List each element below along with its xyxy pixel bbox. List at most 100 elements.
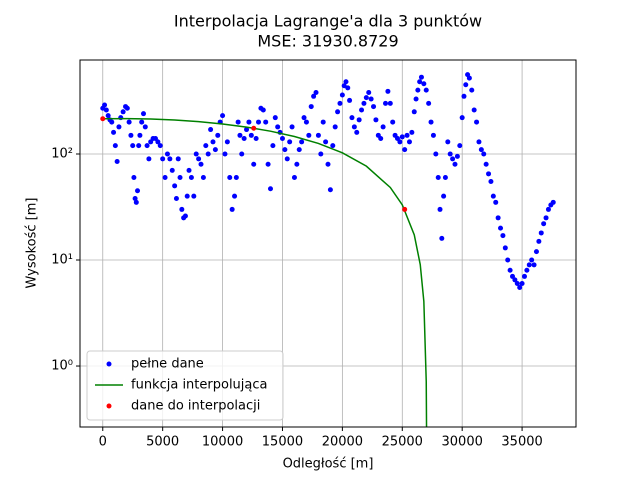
data-point (550, 199, 556, 205)
data-point (188, 175, 194, 181)
data-point (139, 119, 145, 125)
data-point (229, 206, 235, 212)
data-point (476, 139, 482, 145)
data-point (186, 167, 192, 173)
data-point (332, 124, 338, 130)
data-point (200, 175, 206, 181)
y-tick-label: 10² (51, 146, 73, 161)
data-point (246, 119, 252, 125)
data-point (205, 151, 211, 157)
data-point (371, 104, 377, 110)
data-point (256, 119, 262, 125)
data-point (212, 147, 218, 153)
data-point (136, 143, 142, 149)
y-tick-label: 10¹ (51, 253, 73, 268)
data-point (291, 175, 297, 181)
data-point (224, 139, 230, 145)
data-point (466, 75, 472, 81)
data-point (325, 161, 331, 167)
data-point (426, 100, 432, 106)
legend-label: funkcja interpolująca (131, 378, 267, 393)
data-point (498, 225, 504, 231)
data-point (299, 139, 305, 145)
data-point (529, 257, 535, 263)
data-point (182, 213, 188, 219)
data-point (437, 206, 443, 212)
data-point (296, 147, 302, 153)
data-point (239, 151, 245, 157)
data-point (442, 175, 448, 181)
data-point (517, 285, 523, 291)
data-point (315, 132, 321, 138)
data-point (435, 175, 441, 181)
x-tick-label: 15000 (262, 435, 303, 450)
data-point (469, 87, 475, 93)
data-point (193, 151, 199, 157)
data-point (155, 139, 161, 145)
data-point (184, 193, 190, 199)
data-point (418, 74, 424, 80)
data-point (279, 135, 285, 141)
data-point (253, 135, 259, 141)
data-point (347, 97, 353, 103)
data-point (100, 116, 106, 122)
data-point (373, 117, 379, 123)
data-point (282, 147, 288, 153)
data-point (439, 235, 445, 241)
data-point (519, 281, 525, 287)
data-point (105, 113, 111, 119)
data-point (233, 175, 239, 181)
data-point (502, 245, 508, 251)
y-tick-label: 10⁰ (51, 359, 73, 374)
data-point (132, 196, 138, 202)
x-tick-label: 25000 (382, 435, 423, 450)
data-point (402, 206, 408, 212)
data-point (330, 143, 336, 149)
data-point (287, 139, 293, 145)
data-point (267, 186, 273, 192)
data-point (521, 273, 527, 279)
data-point (244, 127, 250, 133)
data-point (383, 100, 389, 106)
data-point (128, 132, 134, 138)
data-point (486, 171, 492, 177)
data-point (260, 107, 266, 113)
data-point (135, 188, 141, 194)
data-point (275, 124, 281, 130)
data-point (461, 93, 467, 99)
data-point (289, 124, 295, 130)
data-point (404, 132, 410, 138)
data-point (385, 88, 391, 94)
data-point (327, 187, 333, 193)
data-point (112, 143, 118, 149)
data-point (111, 129, 117, 135)
data-point (265, 161, 271, 167)
legend-box (86, 350, 284, 421)
data-point (179, 206, 185, 212)
x-tick-label: 30000 (442, 435, 483, 450)
data-point (349, 115, 355, 121)
data-point (368, 96, 374, 102)
data-point (433, 151, 439, 157)
data-point (198, 161, 204, 167)
x-axis-label: Odległość [m] (283, 457, 374, 472)
data-point (474, 119, 480, 125)
data-point (471, 107, 477, 113)
data-point (175, 156, 181, 162)
x-tick-label: 10000 (202, 435, 243, 450)
data-point (232, 193, 238, 199)
data-point (481, 151, 487, 157)
data-point (263, 119, 269, 125)
data-point (144, 143, 150, 149)
data-point (114, 158, 120, 164)
data-point (335, 109, 341, 115)
data-point (272, 115, 278, 121)
data-point (167, 156, 173, 162)
data-point (103, 107, 109, 113)
data-point (545, 206, 551, 212)
data-point (483, 161, 489, 167)
data-point (130, 143, 136, 149)
data-point (301, 115, 307, 121)
data-point (345, 85, 351, 91)
data-point (203, 143, 209, 149)
